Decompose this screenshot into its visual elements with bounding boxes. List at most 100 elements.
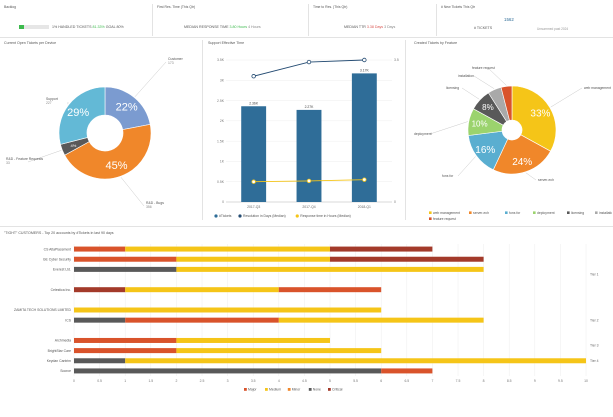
stacked-bar-segment xyxy=(74,317,126,323)
stacked-bar-segment xyxy=(176,256,330,262)
pie-slice-label: 8% xyxy=(482,103,494,112)
ttr-value: 3.38 Days xyxy=(366,25,384,29)
legend-label: installation xyxy=(599,211,612,215)
legend-swatch xyxy=(429,217,432,220)
pie-category-count: 33 xyxy=(6,161,10,165)
stacked-bar-segment xyxy=(74,358,126,364)
pie-slice xyxy=(468,130,509,171)
first-response-label: MEDIAN RESPONSE TIME xyxy=(184,25,229,29)
x-tick-label: 2017-Q3 xyxy=(247,205,260,209)
pie-category-label: server-ech xyxy=(538,178,554,182)
x-tick-label: 5.5 xyxy=(353,379,358,383)
pie-slice xyxy=(64,124,152,180)
x-tick-label: 8.5 xyxy=(507,379,512,383)
pie-leader-line xyxy=(134,61,167,97)
support-chart-title: Support Effective Time xyxy=(208,41,245,45)
y-tick-label: 0.5K xyxy=(217,180,225,184)
customer-label: Keydan Cantrim xyxy=(47,359,71,363)
stacked-bar-segment xyxy=(125,358,586,364)
y-tick-label: 3.5K xyxy=(217,58,225,62)
legend-swatch xyxy=(244,388,247,391)
stacked-bar-segment xyxy=(381,368,433,374)
stacked-bar-segment xyxy=(125,287,279,293)
legend-label: licensing xyxy=(571,211,584,215)
pie-slice xyxy=(492,134,551,175)
stacked-bar-segment xyxy=(125,317,279,323)
legend-swatch xyxy=(308,388,312,391)
ttr-kpi: MEDIAN TTR 3.38 Days 3 Days xyxy=(344,25,395,29)
pie-category-label: feature request xyxy=(472,66,495,70)
stacked-bar-segment xyxy=(125,246,330,252)
y2-tick-label: 3.5 xyxy=(394,58,399,62)
x-tick-label: 0 xyxy=(73,379,75,383)
x-tick-label: 1 xyxy=(124,379,126,383)
kpi-bottom-divider xyxy=(0,37,613,38)
pie-slice-label: 10% xyxy=(472,120,488,129)
panel-divider xyxy=(202,40,203,220)
customers-chart-title: "TIGHT" CUSTOMERS - Top 20 accounts by #… xyxy=(4,231,114,235)
legend-label: Critical xyxy=(332,388,343,392)
legend-label: feature request xyxy=(433,217,456,221)
x-tick-label: 0.5 xyxy=(97,379,102,383)
pie-category-label: R&D - Bugs xyxy=(146,201,164,205)
legend-label: server-ech xyxy=(473,211,489,215)
stacked-bar-segment xyxy=(74,287,126,293)
y-tick-label: 0 xyxy=(222,200,224,204)
x-tick-label: 1.5 xyxy=(148,379,153,383)
legend-label: Response time in Hours (Median) xyxy=(300,214,351,218)
legend-swatch xyxy=(287,388,291,391)
legend-swatch xyxy=(328,388,331,391)
y-tick-label: 2.5K xyxy=(217,99,225,103)
ticket-bar xyxy=(296,109,322,202)
pie-category-label: fons for xyxy=(442,174,454,178)
tier-label: Tier 1 xyxy=(590,273,599,277)
new-tickets-label: # TICKETS xyxy=(474,26,493,30)
x-tick-label: 9.5 xyxy=(558,379,563,383)
stacked-bar-segment xyxy=(330,256,484,262)
pie-leader-line xyxy=(120,177,145,207)
x-tick-label: 6 xyxy=(380,379,382,383)
customer-label: GE Cyber Security xyxy=(43,257,71,261)
bar-value-label: 3.17K xyxy=(360,68,370,72)
pie-leader-line xyxy=(525,172,537,181)
x-tick-label: 10 xyxy=(584,379,588,383)
pie-leader-line xyxy=(27,150,62,163)
pie-slice-label: 45% xyxy=(106,160,128,172)
legend-label: Medium xyxy=(269,388,281,392)
pie-slice xyxy=(58,86,106,145)
pie-slice-label: 16% xyxy=(475,145,495,156)
y-tick-label: 1K xyxy=(220,160,225,164)
legend-label: Resolution in Days (Median) xyxy=(243,214,286,218)
bar-value-label: 2.36K xyxy=(249,101,259,105)
stacked-bar-segment xyxy=(74,246,126,252)
stacked-bar-segment xyxy=(330,246,433,252)
x-tick-label: 3.5 xyxy=(251,379,256,383)
pie-leader-line xyxy=(473,75,495,89)
x-tick-label: 4.5 xyxy=(302,379,307,383)
stacked-bar-segment xyxy=(74,348,177,354)
stacked-bar-segment xyxy=(74,256,177,262)
legend-swatch xyxy=(595,211,598,214)
new-tickets-sub: Unsummed past 2024 xyxy=(537,27,569,31)
new-tickets-header: # New Tickets This Qtr xyxy=(441,5,476,9)
backlog-percent: 81.33% xyxy=(92,25,105,29)
legend-label: deployment xyxy=(537,211,555,215)
stacked-bar-segment xyxy=(74,368,382,374)
pie-leader-line xyxy=(457,156,476,177)
support-combo-chart: 0 0 0.5K 1K 1.5K 2K 2.5K 3K 3.5K 3.5 2017-Q3 2017-Q… xyxy=(214,57,399,218)
y-tick-label: 1.5K xyxy=(217,139,225,143)
pie-slice-label: 4% xyxy=(70,143,76,148)
customer-label: Celestica Inc. xyxy=(51,288,71,292)
response-point xyxy=(362,177,367,182)
customers-stacked-bar-chart: 0 0.5 1 1.5 2 2.5 3 3.5 4 4.5 5 5.5 6 6.5 7 7.5 8 8.5 9 9.5… xyxy=(14,244,599,392)
x-tick-label: 2 xyxy=(175,379,177,383)
backlog-header: Backlog xyxy=(4,5,17,9)
first-response-header: First Res. Time (This Qtr) xyxy=(157,5,196,9)
pie-slice-label: 33% xyxy=(530,109,550,120)
first-response-kpi: MEDIAN RESPONSE TIME 3.80 Hours 4 Hours xyxy=(184,25,261,29)
row-divider xyxy=(0,226,613,227)
resolution-point xyxy=(362,57,367,63)
pie-category-label: installation xyxy=(458,74,474,78)
pie-category-count: 356 xyxy=(146,205,152,209)
legend-label: Minor xyxy=(292,388,301,392)
